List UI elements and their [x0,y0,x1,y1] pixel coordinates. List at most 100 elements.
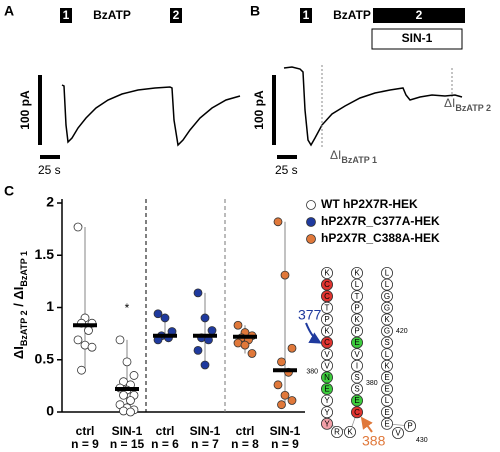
residue [391,426,404,439]
residue [320,266,333,279]
residue-label: I [356,361,358,370]
data-point [273,217,283,227]
data-point [200,360,210,370]
residue-label: E [354,396,359,405]
residue-label: S [354,385,359,394]
x-tick-label: ctrl [76,424,95,438]
y-tick-label: 0 [46,403,54,419]
data-point [160,313,170,323]
treatment-box [371,28,463,50]
residue [350,336,363,349]
residue [350,301,363,314]
residue [380,278,393,291]
residue-label: V [324,361,330,370]
residue-label: C [324,338,330,347]
mutation-label: 388 [362,433,386,449]
current-trace [283,66,463,147]
residue-label: R [334,428,340,437]
panel-label: A [4,3,14,19]
mutation-arrow [360,416,373,433]
residue-label: K [347,428,353,437]
drug-label: BzATP [333,8,371,22]
residue-label: N [324,373,330,382]
data-point [247,349,257,358]
residue-label: C [354,408,360,417]
data-point [126,407,135,417]
residue-label: G [384,303,390,312]
data-point [126,396,135,405]
y-tick-label: 0.5 [35,350,55,366]
marker-label: 2 [416,8,423,22]
data-point [119,390,128,400]
residue [350,278,363,291]
mutation-arrow [305,322,322,344]
topology-diagram: KCCTPKCVVNEYYYKLTPKPEVISSECLLGGKGSLKEELE… [298,266,428,449]
y-tick-label: 1.5 [35,246,55,262]
data-point [273,380,283,390]
residue-label: L [385,269,390,278]
n-label: n = 9 [71,437,99,451]
residue [350,313,363,326]
backbone [326,273,411,433]
residue-label: Y [324,408,330,417]
residue-label: P [324,315,329,324]
residue [320,278,333,291]
residue-label: K [324,327,330,336]
residue [350,394,363,407]
residue [403,419,416,432]
residue-label: L [385,396,390,405]
residue-label: L [385,280,390,289]
residue [380,313,393,326]
residue [380,301,393,314]
residue [350,266,363,279]
data-point [193,345,203,355]
residue-label: E [384,385,389,394]
marker-box [60,8,72,23]
legend-label: hP2X7R_C388A-HEK [321,231,440,245]
residue [380,382,393,395]
residue-label: C [324,280,330,289]
residue-label: K [384,315,390,324]
residue-label: S [384,338,389,347]
residue-label: L [355,280,360,289]
data-point [240,340,250,350]
data-point [115,335,125,345]
legend-marker [306,217,316,227]
data-point [122,357,132,367]
n-label: n = 15 [110,437,145,451]
legend-label: WT hP2X7R-HEK [321,197,418,211]
n-label: n = 9 [271,437,299,451]
legend-marker [306,200,316,210]
residue [350,324,363,337]
residue-label: E [384,419,389,428]
residue-label: P [354,303,359,312]
marker-label: 1 [63,8,70,22]
treatment-label: SIN-1 [402,31,433,45]
legend-marker [306,234,316,244]
delta-label: ΔIBzATP 1 [330,148,377,165]
residue-label: E [384,373,389,382]
residue [380,394,393,407]
scale-label: 100 pA [252,90,266,130]
residue-label: K [384,361,390,370]
residue-label: V [324,350,330,359]
residue-label: P [354,327,359,336]
residue-label: E [384,408,389,417]
residue-label: Y [324,396,330,405]
residue-label: C [324,292,330,301]
drug-label: BzATP [93,8,131,22]
delta-label: ΔIBzATP 2 [444,96,491,113]
residue [380,266,393,279]
data-point [87,342,97,352]
residue-label: K [354,315,360,324]
residue-label: E [324,385,329,394]
residue-number: 420 [396,328,408,335]
y-axis-title: ΔIBzATP 2 / ΔIBzATP 1 [11,251,29,359]
data-point [280,270,290,280]
residue-label: K [354,269,360,278]
scale-label: 25 s [38,163,61,177]
residue-label: G [384,292,390,301]
residue-label: L [385,350,390,359]
scale-label: 100 pA [18,90,32,130]
